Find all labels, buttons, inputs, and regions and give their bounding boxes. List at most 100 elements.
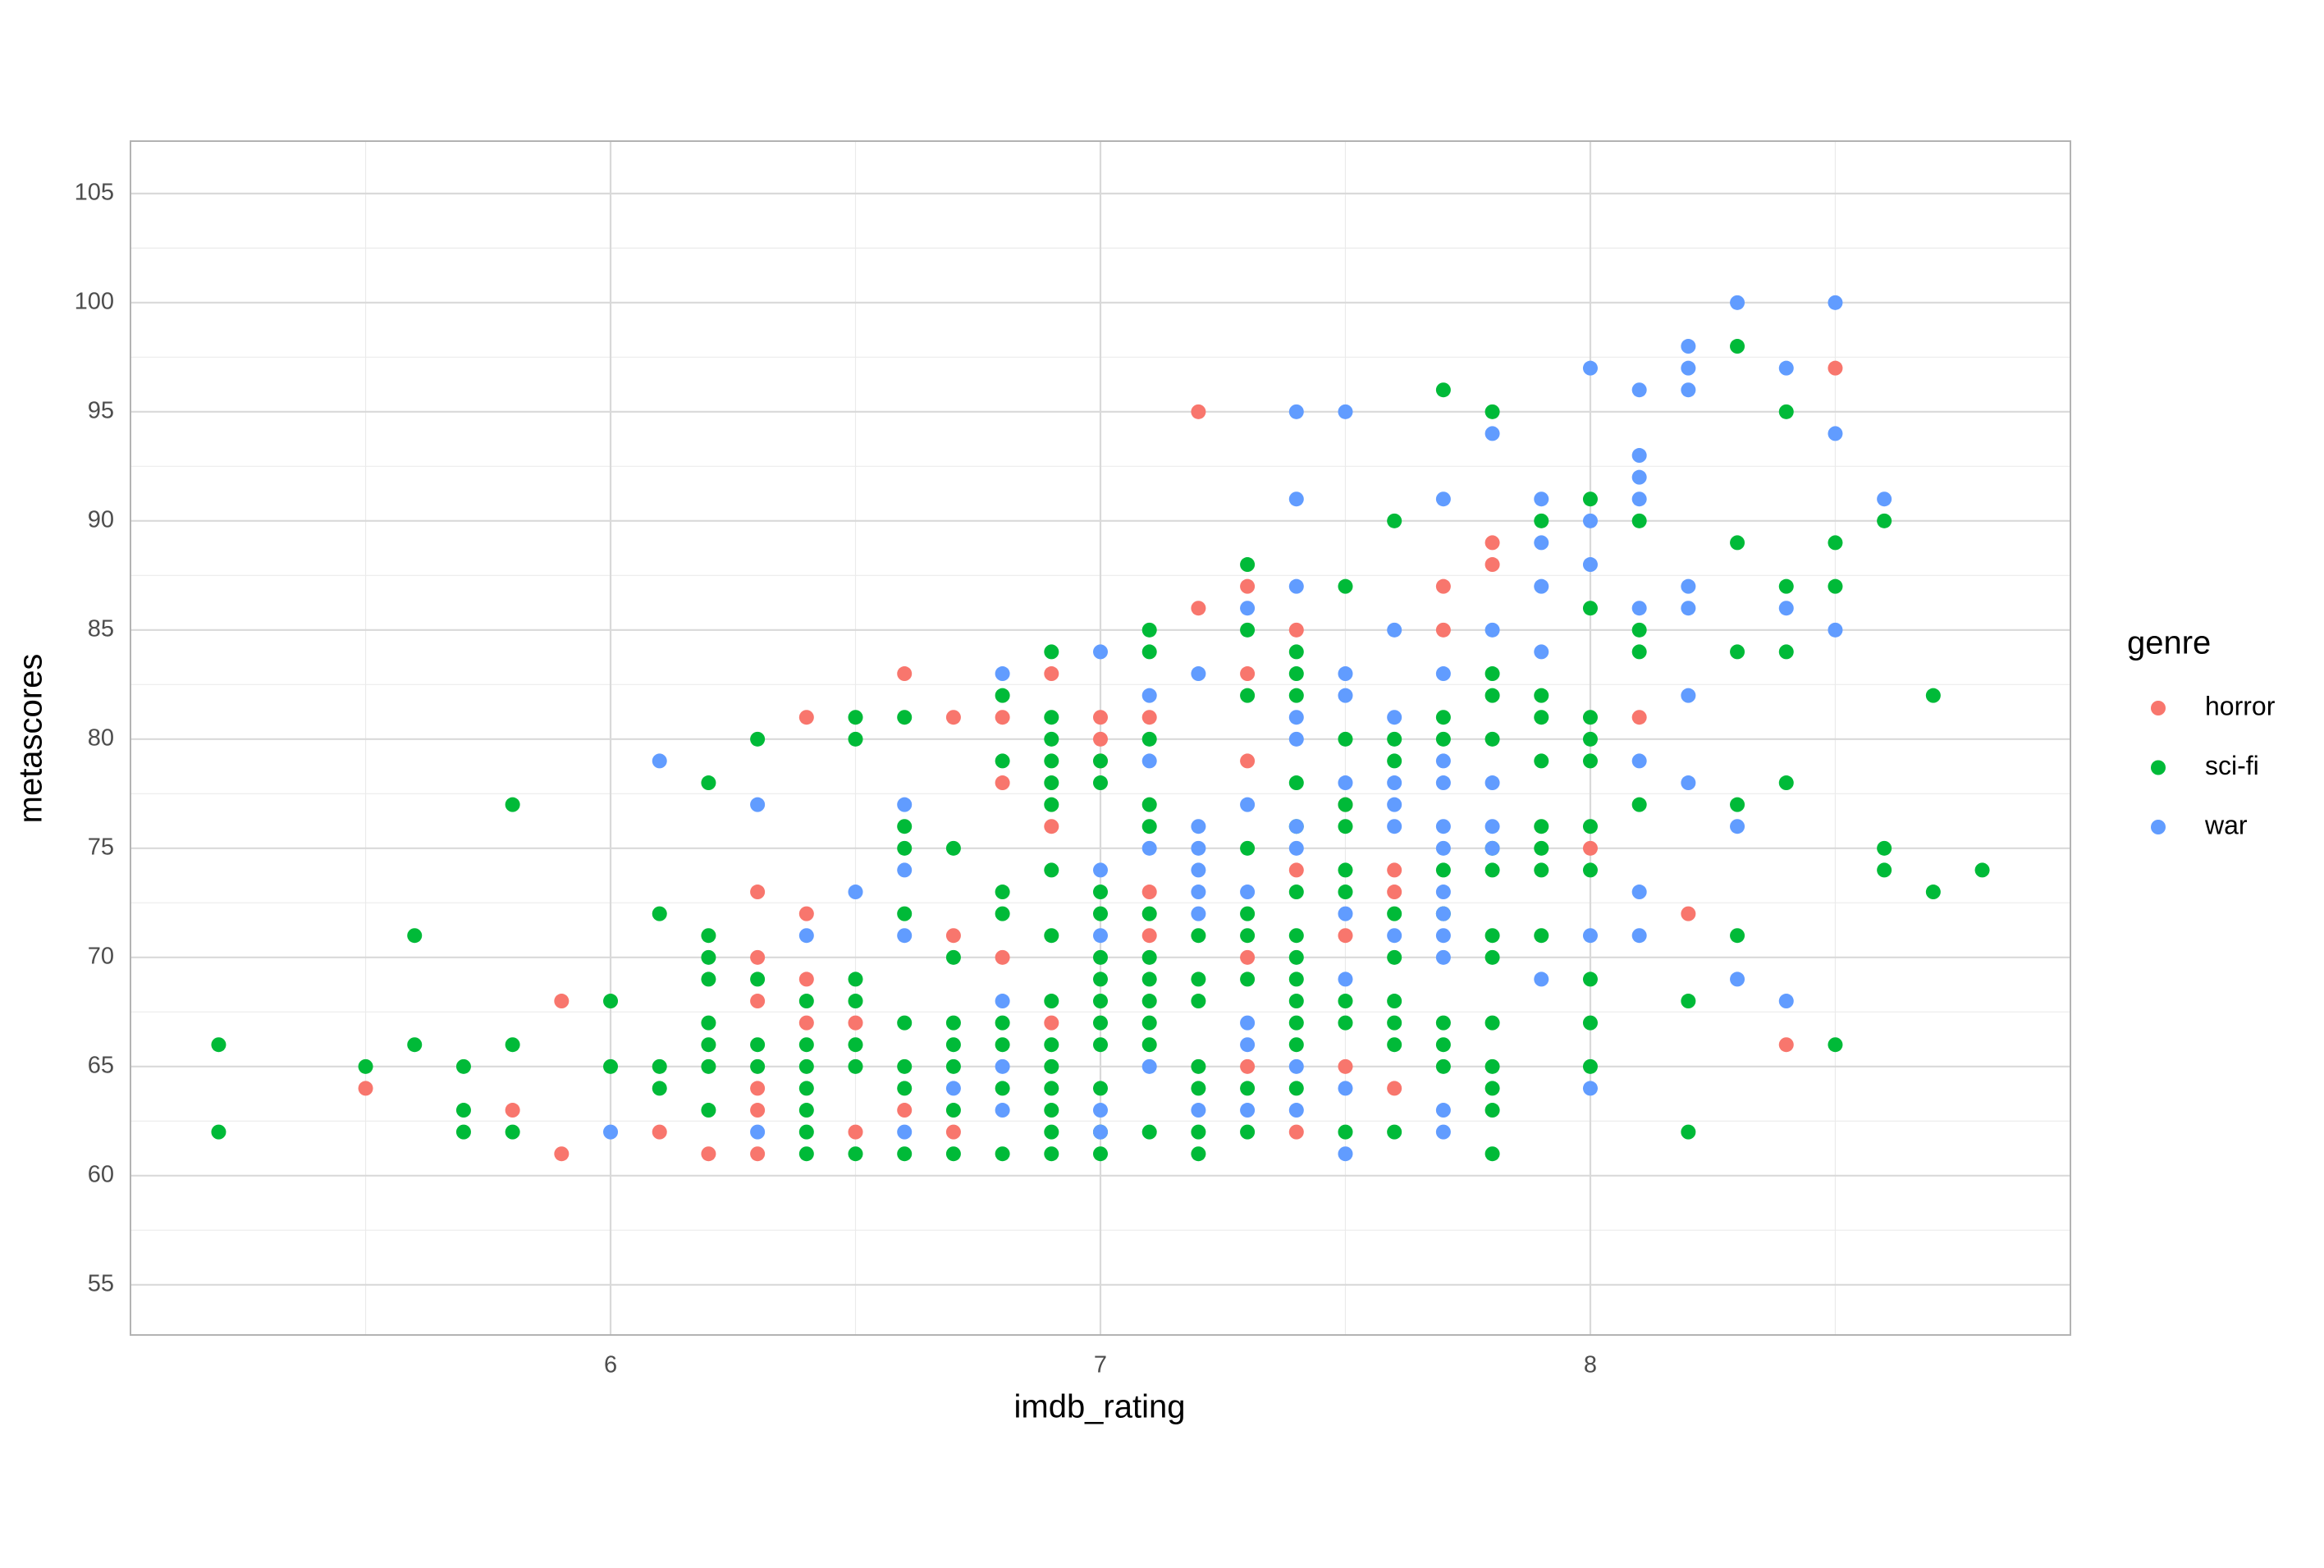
point (1681, 688, 1696, 703)
point (1828, 578, 1843, 594)
point (1534, 688, 1549, 703)
legend-marker (2151, 701, 2166, 715)
point (798, 971, 814, 987)
point (1240, 797, 1256, 812)
legend-marker (2151, 760, 2166, 775)
point (1730, 971, 1745, 987)
point (1141, 994, 1157, 1009)
point (1240, 601, 1256, 616)
point (848, 710, 863, 725)
point (1778, 1037, 1794, 1053)
point (897, 1015, 913, 1031)
point (1631, 491, 1647, 507)
point (1828, 360, 1843, 376)
point (1141, 644, 1157, 660)
point (1387, 753, 1402, 769)
point (505, 1103, 520, 1118)
point (848, 885, 863, 900)
point (1191, 1124, 1206, 1140)
point (995, 775, 1010, 791)
point (1435, 885, 1451, 900)
point (945, 1037, 961, 1053)
point (1093, 906, 1108, 921)
point (1338, 928, 1353, 944)
point (1435, 1103, 1451, 1118)
point (1338, 688, 1353, 703)
point (945, 1058, 961, 1074)
point (1240, 906, 1256, 921)
point (1485, 1103, 1500, 1118)
point (1288, 622, 1304, 638)
point (1631, 753, 1647, 769)
point (1582, 1015, 1598, 1031)
point (1093, 1146, 1108, 1162)
point (1828, 535, 1843, 551)
point (1730, 295, 1745, 310)
point (1387, 622, 1402, 638)
point (1387, 797, 1402, 812)
point (1534, 578, 1549, 594)
point (897, 1146, 913, 1162)
point (1485, 862, 1500, 878)
point (1338, 971, 1353, 987)
point (1435, 1015, 1451, 1031)
point (1141, 710, 1157, 725)
legend-title: genre (2127, 625, 2211, 661)
point (1534, 928, 1549, 944)
point (750, 1058, 766, 1074)
point (1141, 688, 1157, 703)
point (603, 1124, 619, 1140)
point (701, 1103, 716, 1118)
point (1338, 994, 1353, 1009)
point (1240, 1124, 1256, 1140)
point (1288, 1081, 1304, 1096)
point (897, 928, 913, 944)
point (1191, 404, 1206, 419)
point (848, 971, 863, 987)
point (1387, 885, 1402, 900)
point (1288, 404, 1304, 419)
point (945, 1146, 961, 1162)
point (1582, 753, 1598, 769)
point (603, 994, 619, 1009)
point (1534, 819, 1549, 834)
point (1435, 622, 1451, 638)
point (1191, 885, 1206, 900)
point (505, 1037, 520, 1053)
point (1534, 491, 1549, 507)
point (1338, 666, 1353, 682)
y-tick-label: 60 (88, 1161, 114, 1187)
grid (130, 141, 2070, 1335)
point (1240, 578, 1256, 594)
point (1828, 295, 1843, 310)
point (798, 906, 814, 921)
point (1338, 906, 1353, 921)
point (358, 1081, 373, 1096)
point (1240, 885, 1256, 900)
point (995, 666, 1010, 682)
point (701, 928, 716, 944)
point (1435, 840, 1451, 856)
point (1288, 819, 1304, 834)
point (1534, 862, 1549, 878)
point (995, 1146, 1010, 1162)
point (1534, 753, 1549, 769)
point (1093, 862, 1108, 878)
point (1093, 644, 1108, 660)
point (1387, 928, 1402, 944)
point (1681, 578, 1696, 594)
y-tick-label: 70 (88, 943, 114, 969)
point (1288, 862, 1304, 878)
point (1485, 928, 1500, 944)
point (798, 710, 814, 725)
point (1485, 1146, 1500, 1162)
point (1435, 710, 1451, 725)
point (1582, 971, 1598, 987)
legend-label: horror (2205, 691, 2276, 720)
point (1288, 644, 1304, 660)
point (1338, 1146, 1353, 1162)
point (897, 710, 913, 725)
point (1141, 753, 1157, 769)
point (554, 994, 570, 1009)
point (1240, 1015, 1256, 1031)
